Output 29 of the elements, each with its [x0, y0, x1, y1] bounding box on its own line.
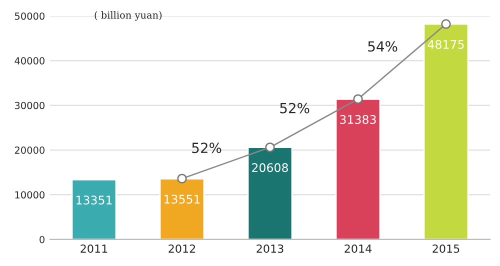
y-tick-label: 20000 [14, 146, 44, 154]
y-tick-label: 0 [40, 236, 44, 244]
data-label: 13351 [76, 196, 112, 205]
data-label: 31383 [340, 115, 376, 124]
point [353, 94, 363, 104]
data-label: 20608 [252, 163, 288, 172]
bar [71, 179, 117, 240]
point [441, 19, 451, 29]
x-tick-label: 2014 [344, 244, 372, 253]
bar [335, 98, 381, 240]
annotation: 52% [280, 102, 310, 114]
bar [423, 23, 469, 240]
data-label: 48175 [428, 40, 464, 49]
x-tick-label: 2011 [80, 244, 108, 253]
x-tick-label: 2012 [168, 244, 196, 253]
point [265, 142, 275, 152]
y-tick-label: 40000 [14, 57, 44, 64]
bar [247, 146, 293, 240]
y-tick-label: 30000 [14, 102, 44, 110]
annotation: 52% [192, 142, 222, 154]
data-label: 13551 [164, 194, 200, 204]
y-tick-label: 10000 [15, 191, 44, 199]
bar [159, 178, 205, 240]
point [177, 174, 187, 184]
x-tick-label: 2015 [432, 244, 460, 253]
y-axis-title: ( billion yuan) [94, 11, 162, 21]
annotation: 54% [368, 41, 398, 52]
x-tick-label: 2013 [256, 244, 284, 253]
y-tick-label: 50000 [14, 12, 44, 20]
